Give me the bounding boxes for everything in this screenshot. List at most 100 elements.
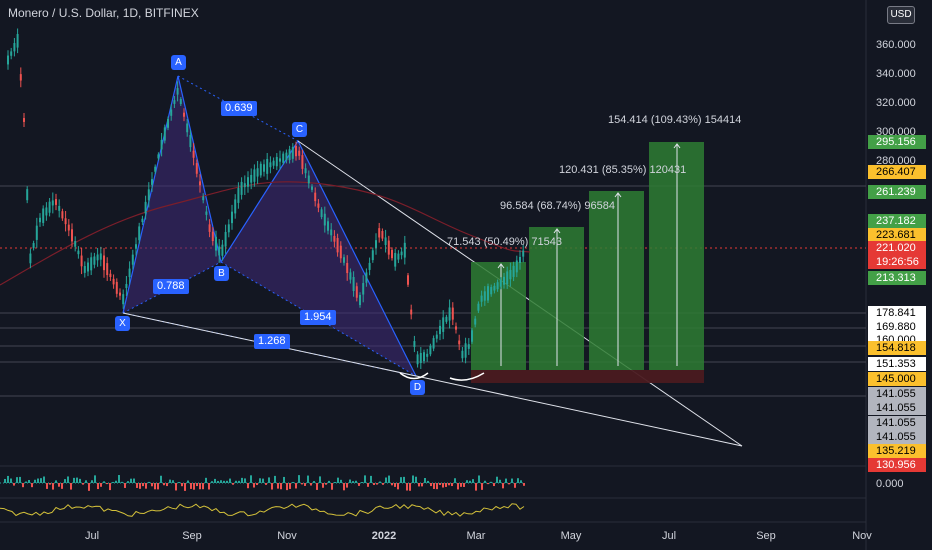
candle-body [487, 286, 489, 301]
histogram-bar [211, 481, 213, 483]
oscillator-value: 0.000 [876, 478, 904, 490]
histogram-bar [46, 483, 48, 489]
candle-body [480, 295, 483, 302]
histogram-bar [307, 475, 309, 483]
candle-body [512, 265, 515, 277]
histogram-bar [430, 483, 432, 487]
histogram-bar [100, 483, 102, 487]
histogram-bar [217, 480, 219, 483]
histogram-bar [523, 483, 525, 486]
histogram-bar [388, 475, 390, 483]
price-tag: 237.182 [868, 214, 926, 228]
candle-body [387, 240, 390, 255]
time-axis-label: Jul [84, 530, 100, 542]
histogram-bar [292, 481, 294, 483]
candle-body [330, 229, 333, 236]
candle-body [503, 276, 505, 285]
price-axis-label: 280.000 [876, 155, 916, 167]
price-tag: 221.020 [868, 241, 926, 255]
candle-body [471, 330, 473, 342]
currency-button[interactable]: USD [887, 6, 915, 24]
candle-body [87, 262, 89, 272]
histogram-bar [70, 483, 72, 490]
histogram-bar [184, 483, 186, 491]
price-tag: 141.055 [868, 416, 926, 430]
candle-body [451, 307, 454, 320]
histogram-bar [115, 480, 117, 483]
ratio-label: 1.954 [300, 310, 336, 325]
candle-body [515, 260, 518, 273]
histogram-bar [160, 475, 162, 483]
histogram-bar [190, 483, 192, 489]
candle-body [343, 257, 345, 263]
histogram-bar [226, 480, 228, 483]
histogram-bar [247, 483, 249, 489]
time-axis-label: Jul [661, 530, 677, 542]
histogram-bar [229, 478, 231, 483]
histogram-bar [103, 481, 105, 483]
d-bowl-1 [399, 372, 429, 380]
histogram-bar [442, 483, 444, 488]
candle-body [131, 254, 134, 265]
candle-body [13, 43, 16, 52]
candle-body [173, 100, 176, 104]
pattern-xab [123, 76, 221, 313]
candle-body [35, 225, 38, 240]
histogram-bar [151, 483, 153, 487]
histogram-bar [397, 483, 399, 490]
histogram-bar [469, 480, 471, 483]
candle-body [285, 152, 288, 161]
price-axis-label: 320.000 [876, 97, 916, 109]
target-arrows [497, 143, 681, 366]
histogram-bar [136, 483, 138, 488]
histogram-bar [178, 481, 180, 483]
histogram-bar [418, 483, 420, 487]
candle-body [23, 118, 25, 122]
candle-body [474, 318, 477, 325]
histogram-bar [463, 483, 465, 487]
price-axis-label: 340.000 [876, 68, 916, 80]
candle-body [77, 250, 80, 255]
histogram-bar [352, 481, 354, 483]
ratio-label: 1.268 [254, 334, 290, 349]
candle-body [234, 199, 237, 214]
candle-body [381, 230, 384, 239]
histogram-bar [85, 480, 87, 483]
histogram-bar [124, 483, 126, 488]
ratio-label: 0.639 [221, 101, 257, 116]
candle-body [362, 283, 365, 295]
histogram-bar [175, 483, 177, 491]
candle-body [119, 292, 121, 296]
moving-average [0, 181, 531, 286]
histogram-bar [343, 483, 345, 491]
candle-body [231, 211, 233, 224]
price-tag: 169.880 [868, 320, 926, 334]
histogram-bar [76, 477, 78, 483]
histogram-bar [283, 476, 285, 483]
candle-body [426, 353, 429, 357]
candle-body [336, 238, 339, 253]
histogram-bar [271, 483, 273, 490]
candle-body [375, 240, 377, 248]
candle-body [429, 345, 432, 355]
chart-title: Monero / U.S. Dollar, 1D, BITFINEX [8, 6, 199, 20]
histogram-bar [223, 480, 225, 483]
candlesticks [7, 28, 525, 369]
histogram-bar [169, 479, 171, 483]
histogram-bar [61, 483, 63, 489]
pattern-point-c: C [292, 122, 307, 137]
candle-body [442, 317, 445, 332]
candle-body [125, 283, 128, 289]
histogram-bar [49, 483, 51, 485]
candle-body [115, 281, 118, 294]
candle-body [403, 242, 406, 258]
candle-body [163, 127, 166, 141]
histogram-bar [112, 481, 114, 483]
histogram-bar [451, 483, 453, 487]
histogram-bar [466, 480, 468, 483]
candle-body [61, 211, 64, 219]
candle-body [496, 282, 499, 290]
histogram-bar [406, 483, 408, 491]
candle-body [183, 112, 185, 117]
